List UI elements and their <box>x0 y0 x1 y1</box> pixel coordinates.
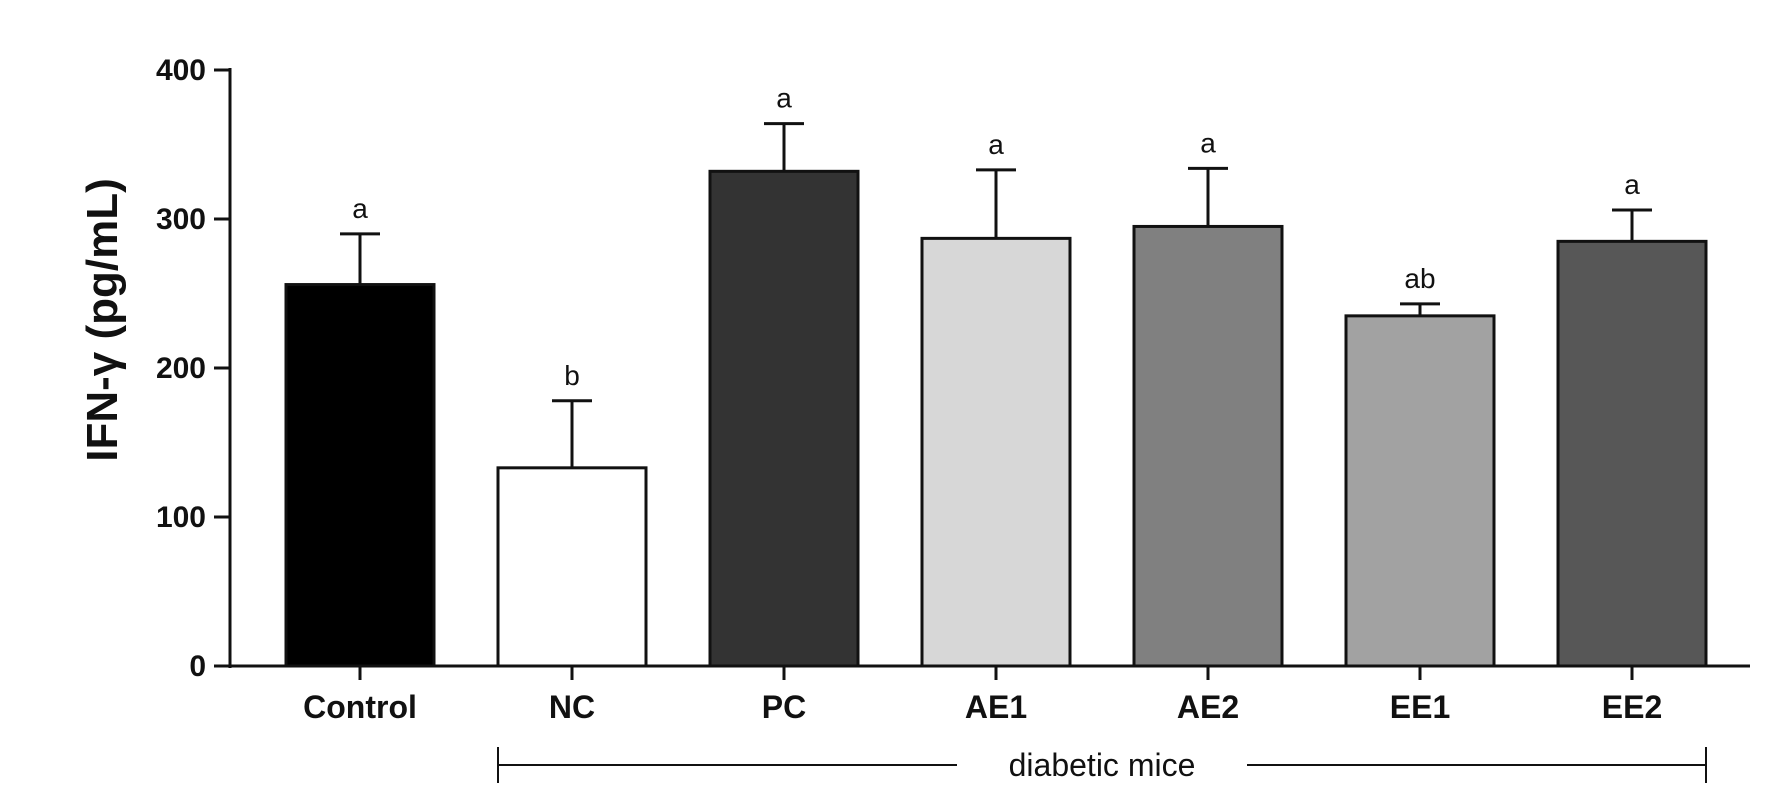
category-label: PC <box>762 689 806 725</box>
bar <box>920 236 1072 668</box>
bar <box>1556 239 1708 668</box>
diabetic-mice-bracket: diabetic mice <box>497 747 1707 783</box>
y-tick-label: 200 <box>156 352 206 385</box>
significance-label: a <box>1624 169 1640 200</box>
bar <box>496 466 648 668</box>
bar <box>1132 224 1284 668</box>
category-label: EE2 <box>1602 689 1662 725</box>
y-axis-label: IFN-γ (pg/mL) <box>78 178 127 462</box>
y-tick-label: 300 <box>156 203 206 236</box>
y-tick-label: 0 <box>189 650 206 683</box>
category-label: AE1 <box>965 689 1027 725</box>
bar <box>708 169 860 668</box>
category-label: Control <box>303 689 417 725</box>
axes: 0 100 200 300 400 <box>156 54 1750 683</box>
y-tick-label: 400 <box>156 54 206 87</box>
group-bracket-label: diabetic mice <box>1009 747 1196 783</box>
category-label: AE2 <box>1177 689 1239 725</box>
significance-label: a <box>1200 127 1216 158</box>
significance-label: a <box>776 83 792 114</box>
y-tick-label: 100 <box>156 501 206 534</box>
significance-label: ab <box>1404 263 1435 294</box>
category-label: EE1 <box>1390 689 1450 725</box>
bars <box>284 122 1708 668</box>
significance-label: b <box>564 360 580 391</box>
bar <box>1344 314 1496 668</box>
labels: a Control b NC a PC a AE1 a AE2 ab EE1 a EE2 <box>303 83 1662 725</box>
significance-label: a <box>352 193 368 224</box>
bar <box>284 283 436 668</box>
category-label: NC <box>549 689 595 725</box>
significance-label: a <box>988 129 1004 160</box>
